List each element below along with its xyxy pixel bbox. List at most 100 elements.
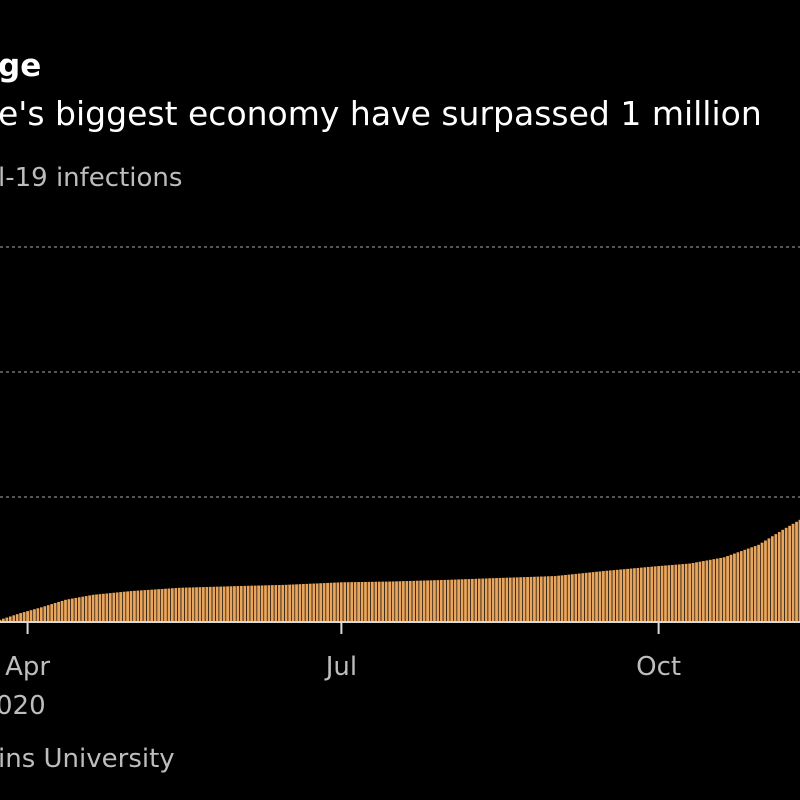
bar: [642, 566, 647, 623]
bar: [625, 568, 630, 623]
bar: [415, 580, 420, 623]
bar: [91, 594, 96, 623]
bar: [201, 586, 206, 623]
bar: [777, 531, 782, 623]
bar: [408, 580, 413, 623]
bar: [522, 576, 527, 623]
bar: [391, 580, 396, 623]
bar: [318, 582, 323, 623]
x-tick-label-apr: Apr: [5, 652, 50, 682]
bar: [160, 588, 165, 623]
bar: [308, 583, 313, 623]
source-note: ins University: [0, 744, 175, 774]
bar: [763, 539, 768, 623]
bar: [646, 566, 651, 623]
bar: [322, 582, 327, 623]
bar: [294, 583, 299, 623]
bar: [380, 581, 385, 623]
bar: [46, 604, 51, 623]
bar: [504, 577, 509, 623]
bar: [697, 561, 703, 623]
bar: [632, 567, 637, 623]
bar: [673, 564, 678, 623]
bar: [429, 579, 434, 623]
bar: [718, 557, 723, 623]
bar: [566, 574, 571, 623]
bar: [584, 572, 589, 623]
bar: [694, 561, 699, 623]
bar: [656, 565, 661, 623]
bar: [573, 573, 578, 623]
bars: [0, 519, 800, 623]
bar: [466, 578, 471, 623]
bar: [346, 581, 351, 623]
bar: [87, 594, 92, 623]
bar: [666, 564, 671, 623]
bar: [284, 584, 289, 623]
bar: [49, 603, 54, 623]
bar: [118, 591, 123, 623]
bar: [273, 584, 278, 623]
bar: [446, 579, 451, 623]
bar: [501, 577, 506, 623]
bar: [511, 576, 516, 623]
bar: [135, 589, 140, 623]
bar: [211, 586, 216, 623]
bar: [187, 586, 192, 623]
x-tick-label-jul: Jul: [324, 652, 357, 682]
bar: [491, 577, 496, 623]
bar: [742, 549, 747, 623]
bar: [146, 589, 151, 623]
bar: [349, 581, 354, 623]
bar: [729, 554, 734, 623]
bar: [166, 587, 171, 623]
bar: [515, 576, 520, 623]
bar: [594, 571, 599, 623]
bar: [84, 595, 89, 623]
bar: [760, 542, 765, 623]
bar: [577, 572, 582, 623]
bar: [715, 557, 720, 623]
bar: [204, 586, 209, 623]
bar: [711, 558, 716, 623]
bar: [25, 610, 30, 623]
bar: [532, 576, 537, 623]
bar: [773, 533, 778, 623]
bar: [611, 569, 616, 623]
bar: [63, 599, 68, 623]
bar: [387, 580, 392, 623]
bar: [535, 576, 540, 623]
bar: [494, 577, 499, 623]
bar: [235, 585, 240, 623]
bar: [139, 589, 144, 623]
bar: [629, 567, 634, 623]
bar: [80, 596, 85, 623]
bar: [129, 590, 134, 623]
bar: [653, 565, 658, 623]
bar: [266, 584, 271, 623]
bar: [232, 585, 237, 623]
bar: [497, 577, 503, 623]
bar: [335, 581, 340, 623]
bar: [156, 588, 161, 623]
bar: [125, 590, 130, 623]
bar: [456, 578, 461, 623]
bar: [115, 591, 120, 623]
bar: [563, 574, 568, 623]
bar: [422, 579, 427, 623]
bar: [373, 581, 378, 623]
chart-title: ge: [0, 48, 42, 84]
bar: [153, 588, 158, 623]
bar: [225, 585, 230, 623]
bar: [622, 568, 627, 623]
bar: [184, 586, 189, 623]
bar: [704, 559, 709, 623]
bar: [439, 579, 444, 623]
bar: [480, 577, 485, 623]
bar: [191, 586, 196, 623]
bar: [101, 593, 106, 623]
bar: [180, 587, 185, 623]
bar: [315, 582, 320, 623]
gridlines: [0, 246, 800, 498]
